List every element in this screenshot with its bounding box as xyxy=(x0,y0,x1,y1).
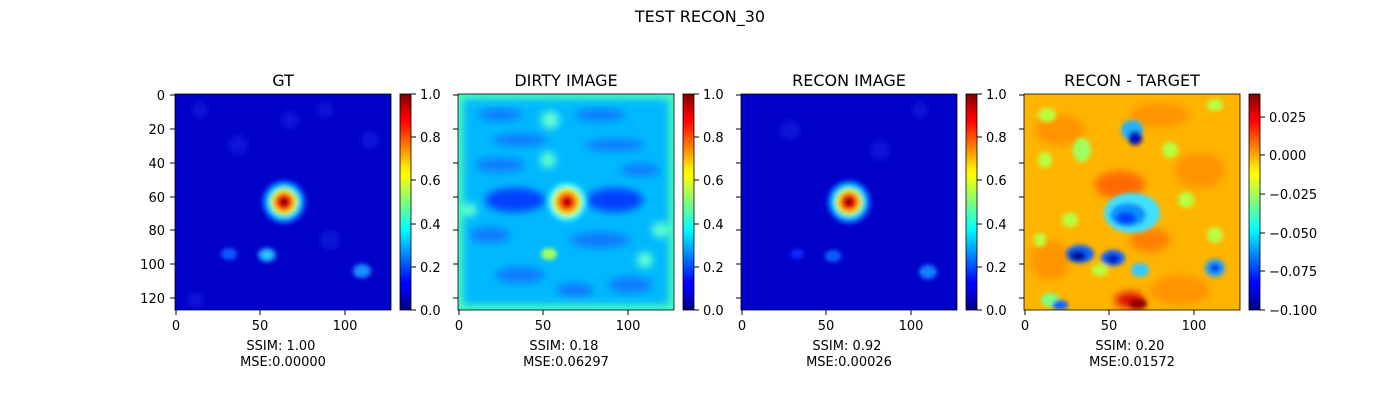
x-tick-label: 0 xyxy=(738,319,746,334)
metrics-label: SSIM: 0.20 MSE:0.01572 xyxy=(1089,339,1175,370)
panel-recon-image: RECON IMAGE xyxy=(736,71,1007,370)
y-tick-label: 100 xyxy=(140,258,165,273)
mse-label: MSE:0.00000 xyxy=(240,355,326,370)
y-tick-label: 0 xyxy=(157,89,165,104)
y-axis-ticks xyxy=(736,94,741,299)
metrics-label: SSIM: 0.92 MSE:0.00026 xyxy=(806,339,892,370)
colorbar-tick-label: 0.0 xyxy=(420,304,441,319)
colorbar: 0.0 0.2 0.4 0.6 0.8 1.0 xyxy=(682,88,724,319)
colorbar-tick-label: −0.025 xyxy=(1269,188,1317,203)
ssim-label: SSIM: 0.92 xyxy=(812,339,881,354)
ssim-label: SSIM: 1.00 xyxy=(246,339,315,354)
colorbar-tick-label: −0.075 xyxy=(1269,265,1317,280)
x-tick-label: 0 xyxy=(1021,319,1029,334)
y-tick-label: 80 xyxy=(148,224,165,239)
colorbar: 0.0 0.2 0.4 0.6 0.8 1.0 xyxy=(965,88,1007,319)
metrics-label: SSIM: 0.18 MSE:0.06297 xyxy=(523,339,609,370)
y-axis-ticks xyxy=(1019,94,1024,299)
colorbar: 0.025 0.000 −0.025 −0.050 −0.075 −0.100 xyxy=(1248,93,1317,319)
ssim-label: SSIM: 0.20 xyxy=(1095,339,1164,354)
mse-label: MSE:0.00026 xyxy=(806,355,892,370)
colorbar-tick-label: 0.025 xyxy=(1269,111,1306,126)
panel-recon-minus-target: RECON - TARGET xyxy=(1019,71,1317,370)
metrics-label: SSIM: 1.00 MSE:0.00000 xyxy=(240,339,326,370)
y-tick-label: 40 xyxy=(148,157,165,172)
x-tick-label: 100 xyxy=(333,319,358,334)
panel-title: RECON - TARGET xyxy=(1064,71,1200,90)
x-axis: 0 50 100 xyxy=(738,310,924,334)
x-axis: 0 50 100 xyxy=(1021,310,1207,334)
colorbar-tick-label: 0.8 xyxy=(703,131,724,146)
panel-title: DIRTY IMAGE xyxy=(514,71,617,90)
colorbar-tick-label: 1.0 xyxy=(986,88,1007,103)
colorbar-tick-label: 0.8 xyxy=(420,131,441,146)
heatmap-image xyxy=(1024,94,1240,310)
x-tick-label: 100 xyxy=(1182,319,1207,334)
panel-title: GT xyxy=(272,71,294,90)
x-tick-label: 100 xyxy=(616,319,641,334)
x-tick-label: 0 xyxy=(455,319,463,334)
x-axis: 0 50 100 xyxy=(455,310,641,334)
y-axis-ticks xyxy=(453,94,458,299)
colorbar-tick-label: 1.0 xyxy=(703,88,724,103)
mse-label: MSE:0.06297 xyxy=(523,355,609,370)
colorbar-tick-label: 0.6 xyxy=(703,174,724,189)
colorbar-tick-label: 0.4 xyxy=(420,218,441,233)
x-tick-label: 50 xyxy=(1101,319,1118,334)
colorbar-tick-label: 0.6 xyxy=(986,174,1007,189)
colorbar-tick-label: 0.000 xyxy=(1269,149,1306,164)
panel-gt: GT xyxy=(140,71,441,370)
y-tick-label: 20 xyxy=(148,123,165,138)
panel-title: RECON IMAGE xyxy=(792,71,906,90)
colorbar-tick-label: 1.0 xyxy=(420,88,441,103)
colorbar-tick-label: 0.8 xyxy=(986,131,1007,146)
colorbar-tick-label: −0.050 xyxy=(1269,227,1317,242)
x-tick-label: 50 xyxy=(252,319,269,334)
colorbar-tick-label: 0.4 xyxy=(986,218,1007,233)
colorbar-tick-label: 0.2 xyxy=(703,261,724,276)
colorbar-tick-label: 0.0 xyxy=(703,304,724,319)
figure-suptitle: TEST RECON_30 xyxy=(634,7,765,27)
colorbar-tick-label: −0.100 xyxy=(1269,304,1317,319)
colorbar-tick-label: 0.4 xyxy=(703,218,724,233)
x-tick-label: 50 xyxy=(818,319,835,334)
x-tick-label: 0 xyxy=(172,319,180,334)
heatmap-image xyxy=(741,94,957,310)
panel-dirty-image: DIRTY IMAGE xyxy=(453,71,724,370)
mse-label: MSE:0.01572 xyxy=(1089,355,1175,370)
colorbar-tick-label: 0.2 xyxy=(420,261,441,276)
colorbar-tick-label: 0.0 xyxy=(986,304,1007,319)
x-tick-label: 50 xyxy=(535,319,552,334)
colorbar: 0.0 0.2 0.4 0.6 0.8 1.0 xyxy=(399,88,441,319)
x-tick-label: 100 xyxy=(899,319,924,334)
x-axis: 0 50 100 xyxy=(172,310,358,334)
colorbar-tick-label: 0.6 xyxy=(420,174,441,189)
y-tick-label: 120 xyxy=(140,292,165,307)
heatmap-image xyxy=(458,94,674,310)
colorbar-tick-label: 0.2 xyxy=(986,261,1007,276)
y-axis: 0 20 40 60 80 100 120 xyxy=(140,89,175,307)
y-tick-label: 60 xyxy=(148,191,165,206)
heatmap-image xyxy=(175,94,391,310)
ssim-label: SSIM: 0.18 xyxy=(529,339,598,354)
